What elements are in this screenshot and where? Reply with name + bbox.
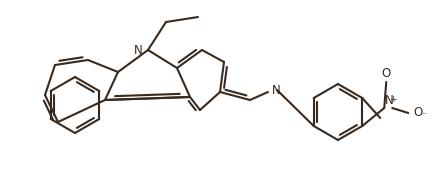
Text: +: + <box>389 95 397 105</box>
Text: N: N <box>385 94 394 107</box>
Text: O: O <box>413 107 423 119</box>
Text: ⁻: ⁻ <box>422 112 427 121</box>
Text: N: N <box>134 43 143 56</box>
Text: N: N <box>272 84 281 96</box>
Text: O: O <box>382 67 391 80</box>
